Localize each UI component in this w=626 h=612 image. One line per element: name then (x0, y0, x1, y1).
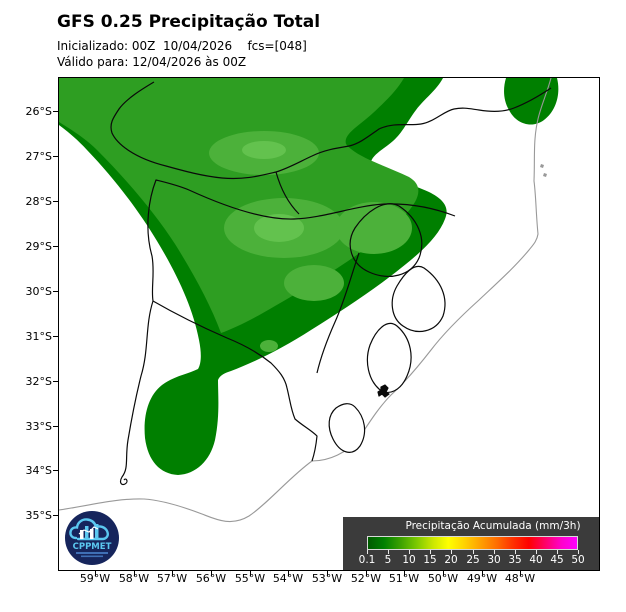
lat-label-27s: 27°S (25, 150, 52, 163)
lon-tick (404, 571, 406, 576)
colorbar-label: 45 (550, 554, 564, 566)
lon-tick (172, 571, 174, 576)
colorbar-label: 50 (571, 554, 585, 566)
lon-label-48w: 48°W (504, 572, 536, 585)
lat-label-30s: 30°S (25, 285, 52, 298)
valid-line: Válido para: 12/04/2026 às 00Z (57, 55, 247, 69)
page-title: GFS 0.25 Precipitação Total (57, 12, 321, 32)
coastline (59, 78, 552, 523)
logo-subtext-line (76, 552, 108, 554)
lon-tick (366, 571, 368, 576)
colorbar-label: 30 (487, 554, 501, 566)
lon-tick (443, 571, 445, 576)
colorbar-tick (557, 550, 558, 554)
lat-tick (53, 515, 58, 517)
lat-label-34s: 34°S (25, 464, 52, 477)
colorbar-label: 25 (466, 554, 480, 566)
colorbar-label: 20 (444, 554, 458, 566)
lon-label-59w: 59°W (79, 572, 111, 585)
lon-label-55w: 55°W (234, 572, 266, 585)
lat-tick (53, 246, 58, 248)
lat-tick (53, 426, 58, 428)
city-bars-icon (78, 524, 99, 539)
map-svg (59, 78, 559, 523)
lon-tick (520, 571, 522, 576)
lat-tick (53, 156, 58, 158)
logo-subtext-line (81, 555, 103, 558)
colorbar-tick (451, 550, 452, 554)
colorbar-tick (536, 550, 537, 554)
lat-tick (53, 111, 58, 113)
lon-label-57w: 57°W (156, 572, 188, 585)
map-canvas (58, 77, 600, 571)
lon-tick (211, 571, 213, 576)
colorbar-panel: Precipitação Acumulada (mm/3h) 0.1 5 10 … (343, 517, 599, 570)
colorbar-gradient (367, 536, 578, 550)
lat-tick (53, 201, 58, 203)
colorbar-tick (473, 550, 474, 554)
colorbar-label: 10 (402, 554, 416, 566)
lon-tick (95, 571, 97, 576)
lon-label-51w: 51°W (388, 572, 420, 585)
lon-tick (288, 571, 290, 576)
state-boundaries (110, 81, 552, 486)
lat-label-28s: 28°S (25, 195, 52, 208)
colorbar-label: 15 (423, 554, 437, 566)
lat-label-35s: 35°S (25, 509, 52, 522)
colorbar-tick (515, 550, 516, 554)
cppmet-logo-badge: CPPMET (63, 509, 121, 567)
colorbar-tick (578, 550, 579, 554)
cloud-icon (69, 518, 109, 541)
lon-tick (250, 571, 252, 576)
lon-label-53w: 53°W (311, 572, 343, 585)
colorbar-label: 35 (508, 554, 522, 566)
lat-label-29s: 29°S (25, 240, 52, 253)
lat-label-31s: 31°S (25, 330, 52, 343)
logo-wordmark: CPPMET (73, 542, 112, 552)
colorbar-label: 5 (384, 554, 392, 566)
precip-contours (59, 78, 559, 475)
colorbar-tick (388, 550, 389, 554)
colorbar-tick (409, 550, 410, 554)
colorbar-label: 0.1 (358, 554, 376, 566)
colorbar-tick (367, 550, 368, 554)
cppmet-logo: CPPMET (62, 508, 122, 568)
lon-label-49w: 49°W (466, 572, 498, 585)
lon-tick (134, 571, 136, 576)
colorbar-tick (430, 550, 431, 554)
lat-label-32s: 32°S (25, 375, 52, 388)
lat-tick (53, 291, 58, 293)
lat-tick (53, 336, 58, 338)
lon-label-56w: 56°W (195, 572, 227, 585)
lon-tick (482, 571, 484, 576)
lat-tick (53, 381, 58, 383)
lon-label-54w: 54°W (272, 572, 304, 585)
lon-label-52w: 52°W (350, 572, 382, 585)
lon-label-58w: 58°W (118, 572, 150, 585)
lon-label-50w: 50°W (427, 572, 459, 585)
colorbar-tick (494, 550, 495, 554)
colorbar-title: Precipitação Acumulada (mm/3h) (405, 520, 581, 532)
lat-label-33s: 33°S (25, 420, 52, 433)
init-line: Inicializado: 00Z 10/04/2026 fcs=[048] (57, 39, 307, 53)
colorbar-label: 40 (529, 554, 543, 566)
lat-label-26s: 26°S (25, 105, 52, 118)
lat-tick (53, 470, 58, 472)
lon-tick (327, 571, 329, 576)
